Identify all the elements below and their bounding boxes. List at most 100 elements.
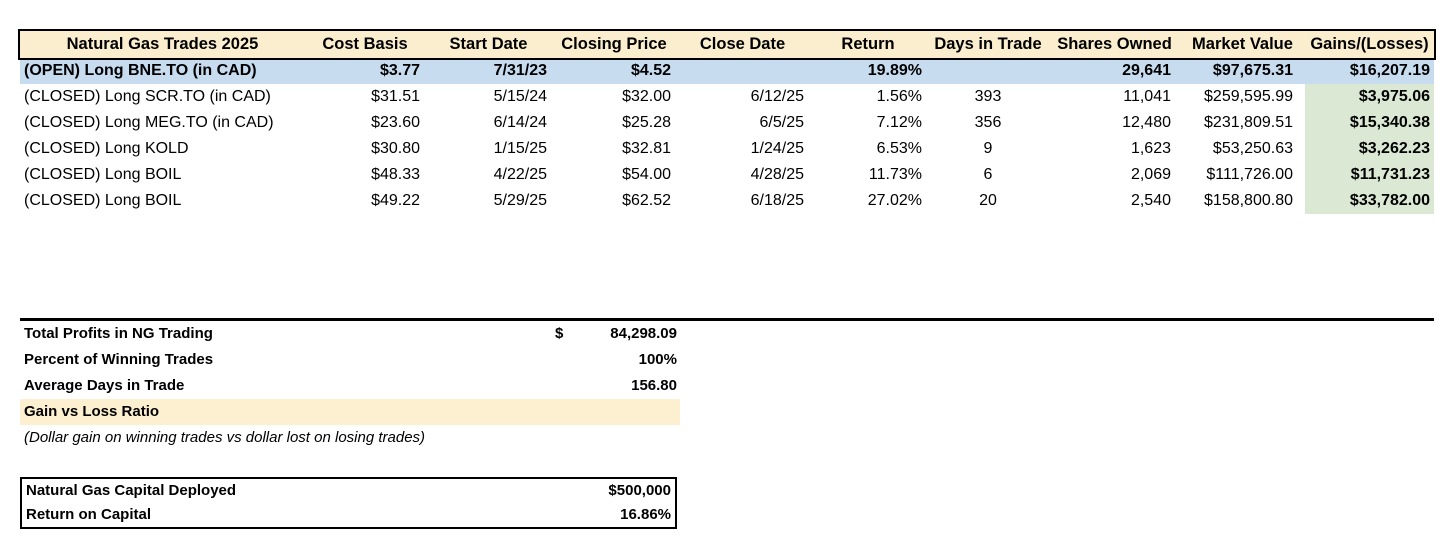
summary-label: Total Profits in NG Trading: [24, 325, 213, 342]
summary-row-total-profits: Total Profits in NG Trading $ 84,298.09: [20, 321, 680, 347]
currency-symbol: $: [555, 325, 564, 342]
trade-row-closed-boil-2: (CLOSED) Long BOIL $49.22 5/29/25 $62.52…: [20, 188, 1434, 214]
market-value-cell: $53,250.63: [1212, 140, 1293, 157]
return-cell: 1.56%: [876, 88, 922, 105]
market-value-cell: $231,809.51: [1204, 114, 1293, 131]
trades-table: Natural Gas Trades 2025 Cost Basis Start…: [18, 29, 1436, 214]
gains-cell: $15,340.38: [1305, 110, 1434, 136]
summary-top-divider: [20, 318, 1434, 321]
capital-label: Return on Capital: [26, 506, 152, 523]
return-cell: 7.12%: [876, 114, 922, 131]
market-value-cell: $259,595.99: [1204, 88, 1293, 105]
gains-cell: $16,207.19: [1349, 62, 1430, 79]
cost-basis-cell: $48.33: [371, 166, 420, 183]
col-header-close-date: Close Date: [699, 35, 786, 53]
closing-price-cell: $4.52: [630, 62, 671, 79]
trade-label: (CLOSED) Long SCR.TO (in CAD): [24, 88, 271, 105]
col-header-return: Return: [841, 35, 895, 53]
gains-cell: $3,975.06: [1305, 84, 1434, 110]
gains-cell: $3,262.23: [1305, 136, 1434, 162]
days-in-trade-cell: 9: [983, 140, 993, 157]
cost-basis-cell: $3.77: [379, 62, 420, 79]
days-in-trade-cell: [927, 58, 1049, 84]
capital-row-return: Return on Capital 16.86%: [22, 503, 675, 527]
col-header-gains-losses: Gains/(Losses): [1310, 35, 1429, 53]
trade-row-closed-meg: (CLOSED) Long MEG.TO (in CAD) $23.60 6/1…: [20, 110, 1434, 136]
summary-section: Total Profits in NG Trading $ 84,298.09 …: [20, 321, 680, 451]
days-in-trade-cell: 356: [974, 114, 1002, 131]
summary-value: [555, 399, 680, 425]
summary-row-gain-loss-ratio: Gain vs Loss Ratio: [20, 399, 680, 425]
cost-basis-cell: $30.80: [371, 140, 420, 157]
trade-label: (CLOSED) Long BOIL: [24, 192, 182, 209]
closing-price-cell: $32.00: [622, 88, 671, 105]
return-cell: 19.89%: [867, 62, 922, 79]
days-in-trade-cell: 20: [979, 192, 997, 209]
capital-value: 16.86%: [620, 506, 671, 523]
summary-value: 156.80: [631, 377, 677, 394]
close-date-cell: 6/18/25: [750, 192, 804, 209]
close-date-cell: 4/28/25: [750, 166, 804, 183]
return-cell: 6.53%: [876, 140, 922, 157]
gains-cell: $11,731.23: [1305, 162, 1434, 188]
closing-price-cell: $54.00: [622, 166, 671, 183]
summary-label: Percent of Winning Trades: [24, 351, 214, 368]
start-date-cell: 1/15/25: [493, 140, 547, 157]
col-header-closing-price: Closing Price: [561, 35, 667, 53]
close-date-cell: 6/12/25: [750, 88, 804, 105]
trade-label: (CLOSED) Long BOIL: [24, 166, 182, 183]
trade-label: (OPEN) Long BNE.TO (in CAD): [24, 62, 257, 79]
col-header-days-in-trade: Days in Trade: [934, 35, 1042, 53]
trades-table-header-row: Natural Gas Trades 2025 Cost Basis Start…: [18, 29, 1436, 60]
capital-label: Natural Gas Capital Deployed: [26, 482, 237, 499]
col-header-market-value: Market Value: [1192, 35, 1293, 53]
start-date-cell: 5/15/24: [493, 88, 547, 105]
cost-basis-cell: $31.51: [371, 88, 420, 105]
shares-owned-cell: 29,641: [1122, 62, 1171, 79]
market-value-cell: $158,800.80: [1204, 192, 1293, 209]
trade-row-closed-boil-1: (CLOSED) Long BOIL $48.33 4/22/25 $54.00…: [20, 162, 1434, 188]
shares-owned-cell: 1,623: [1130, 140, 1171, 157]
start-date-cell: 5/29/25: [493, 192, 547, 209]
shares-owned-cell: 2,540: [1130, 192, 1171, 209]
start-date-cell: 7/31/23: [493, 62, 547, 79]
capital-value: $500,000: [608, 482, 671, 499]
close-date-cell: [676, 58, 809, 84]
closing-price-cell: $32.81: [622, 140, 671, 157]
trade-label: (CLOSED) Long KOLD: [24, 140, 189, 157]
capital-box: Natural Gas Capital Deployed $500,000 Re…: [20, 477, 677, 529]
trade-row-open-bne: (OPEN) Long BNE.TO (in CAD) $3.77 7/31/2…: [20, 58, 1434, 84]
col-header-shares-owned: Shares Owned: [1057, 35, 1172, 53]
market-value-cell: $111,726.00: [1206, 166, 1293, 183]
summary-value-cell: $ 84,298.09: [549, 321, 680, 347]
close-date-cell: 6/5/25: [759, 114, 804, 131]
market-value-cell: $97,675.31: [1212, 62, 1293, 79]
col-header-cost-basis: Cost Basis: [322, 35, 408, 53]
start-date-cell: 4/22/25: [493, 166, 547, 183]
col-header-trade-name: Natural Gas Trades 2025: [66, 35, 259, 53]
cost-basis-cell: $23.60: [371, 114, 420, 131]
summary-row-average-days: Average Days in Trade 156.80: [20, 373, 680, 399]
col-header-start-date: Start Date: [449, 35, 528, 53]
days-in-trade-cell: 393: [974, 88, 1002, 105]
shares-owned-cell: 11,041: [1123, 88, 1171, 105]
gains-cell: $33,782.00: [1305, 188, 1434, 214]
return-cell: 11.73%: [868, 166, 922, 183]
return-cell: 27.02%: [867, 192, 922, 209]
trade-label: (CLOSED) Long MEG.TO (in CAD): [24, 114, 274, 131]
summary-label: Average Days in Trade: [24, 377, 185, 394]
cost-basis-cell: $49.22: [371, 192, 420, 209]
summary-value: 100%: [638, 351, 677, 368]
capital-row-deployed: Natural Gas Capital Deployed $500,000: [22, 479, 675, 503]
summary-value: 84,298.09: [610, 325, 677, 342]
shares-owned-cell: 12,480: [1122, 114, 1171, 131]
summary-row-winning-trades: Percent of Winning Trades 100%: [20, 347, 680, 373]
close-date-cell: 1/24/25: [750, 140, 804, 157]
start-date-cell: 6/14/24: [493, 114, 547, 131]
shares-owned-cell: 2,069: [1130, 166, 1171, 183]
trade-row-closed-kold: (CLOSED) Long KOLD $30.80 1/15/25 $32.81…: [20, 136, 1434, 162]
summary-label: Gain vs Loss Ratio: [24, 403, 160, 420]
gain-loss-ratio-note: (Dollar gain on winning trades vs dollar…: [24, 429, 426, 446]
days-in-trade-cell: 6: [983, 166, 993, 183]
closing-price-cell: $62.52: [622, 192, 671, 209]
